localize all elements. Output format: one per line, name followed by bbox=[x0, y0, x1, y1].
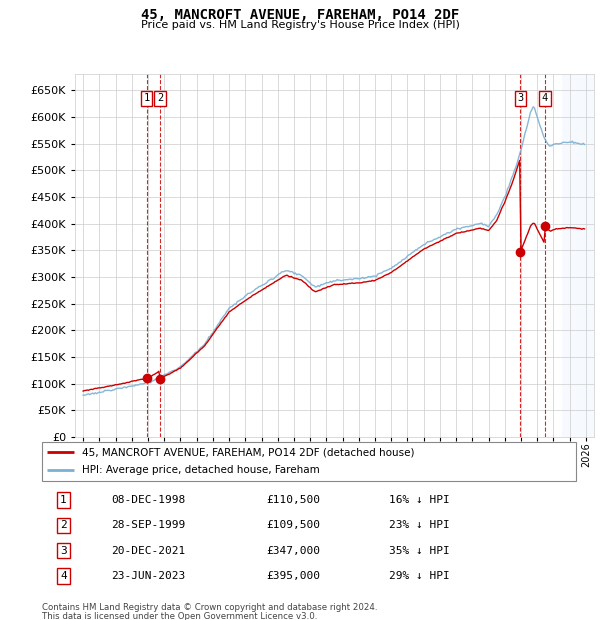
Text: £347,000: £347,000 bbox=[266, 546, 320, 556]
Text: 1: 1 bbox=[143, 94, 150, 104]
Text: 45, MANCROFT AVENUE, FAREHAM, PO14 2DF (detached house): 45, MANCROFT AVENUE, FAREHAM, PO14 2DF (… bbox=[82, 448, 415, 458]
Text: 45, MANCROFT AVENUE, FAREHAM, PO14 2DF: 45, MANCROFT AVENUE, FAREHAM, PO14 2DF bbox=[141, 8, 459, 22]
Text: 35% ↓ HPI: 35% ↓ HPI bbox=[389, 546, 450, 556]
Text: 1: 1 bbox=[60, 495, 67, 505]
Text: £109,500: £109,500 bbox=[266, 520, 320, 531]
Text: 29% ↓ HPI: 29% ↓ HPI bbox=[389, 571, 450, 581]
Text: 23% ↓ HPI: 23% ↓ HPI bbox=[389, 520, 450, 531]
Text: 4: 4 bbox=[60, 571, 67, 581]
Text: This data is licensed under the Open Government Licence v3.0.: This data is licensed under the Open Gov… bbox=[42, 612, 317, 620]
Text: 2: 2 bbox=[60, 520, 67, 531]
Text: 3: 3 bbox=[517, 94, 523, 104]
Text: 28-SEP-1999: 28-SEP-1999 bbox=[112, 520, 185, 531]
FancyBboxPatch shape bbox=[42, 442, 576, 481]
Text: HPI: Average price, detached house, Fareham: HPI: Average price, detached house, Fare… bbox=[82, 465, 320, 475]
Text: 2: 2 bbox=[157, 94, 163, 104]
Text: 16% ↓ HPI: 16% ↓ HPI bbox=[389, 495, 450, 505]
Text: 23-JUN-2023: 23-JUN-2023 bbox=[112, 571, 185, 581]
Text: £395,000: £395,000 bbox=[266, 571, 320, 581]
Text: Price paid vs. HM Land Registry's House Price Index (HPI): Price paid vs. HM Land Registry's House … bbox=[140, 20, 460, 30]
Text: 08-DEC-1998: 08-DEC-1998 bbox=[112, 495, 185, 505]
Text: 3: 3 bbox=[60, 546, 67, 556]
Text: £110,500: £110,500 bbox=[266, 495, 320, 505]
Text: 20-DEC-2021: 20-DEC-2021 bbox=[112, 546, 185, 556]
Text: 4: 4 bbox=[542, 94, 548, 104]
Text: Contains HM Land Registry data © Crown copyright and database right 2024.: Contains HM Land Registry data © Crown c… bbox=[42, 603, 377, 612]
Bar bbox=[562, 74, 594, 437]
